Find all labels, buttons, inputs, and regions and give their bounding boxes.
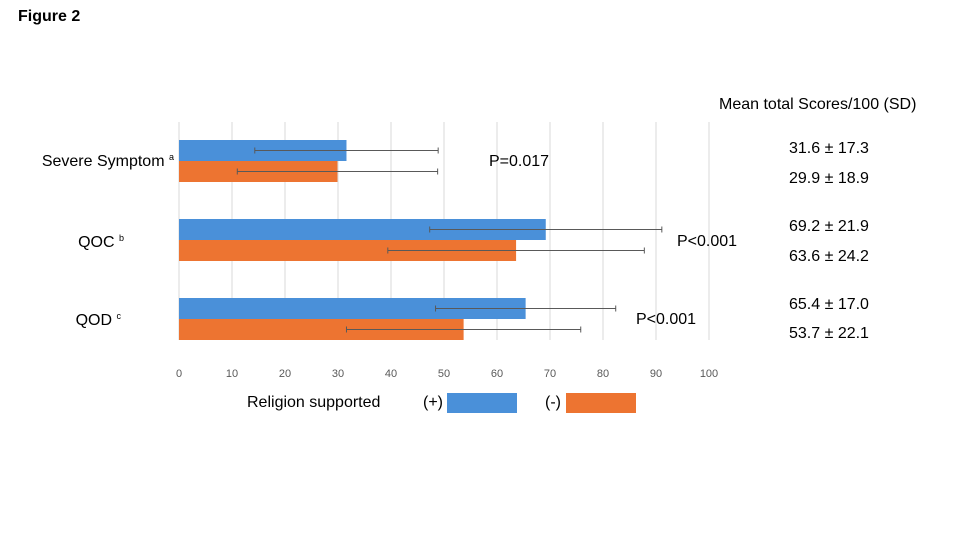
bar-positive (179, 219, 546, 240)
legend-swatch-negative (566, 393, 636, 413)
category-label-qod: QOD c (76, 311, 121, 330)
stat-qod-positive: 65.4 ± 17.0 (789, 296, 869, 313)
category-label-severe-symptom: Severe Symptom a (42, 152, 174, 171)
stats-header: Mean total Scores/100 (SD) (719, 96, 917, 113)
stat-qoc-positive: 69.2 ± 21.9 (789, 218, 869, 235)
p-value-qod: P<0.001 (636, 311, 697, 328)
category-superscript: a (168, 152, 174, 162)
x-tick-label: 70 (544, 368, 556, 380)
p-value-qoc: P<0.001 (677, 233, 738, 250)
stat-qoc-negative: 63.6 ± 24.2 (789, 248, 869, 265)
legend-label-positive: (+) (423, 394, 443, 411)
x-tick-label: 20 (279, 368, 291, 380)
x-tick-label: 30 (332, 368, 344, 380)
x-tick-label: 100 (700, 368, 718, 380)
bar-positive (179, 298, 526, 319)
x-tick-label: 60 (491, 368, 503, 380)
x-tick-label: 40 (385, 368, 397, 380)
stat-severe-negative: 29.9 ± 18.9 (789, 170, 869, 187)
bar-negative (179, 240, 517, 261)
p-value-severe-symptom: P=0.017 (489, 153, 550, 170)
legend-title: Religion supported (247, 394, 381, 411)
legend-swatch-positive (447, 393, 517, 413)
x-tick-label: 90 (650, 368, 662, 380)
figure-label: Figure 2 (18, 8, 81, 25)
category-superscript: c (116, 311, 122, 321)
x-tick-label: 80 (597, 368, 609, 380)
stat-qod-negative: 53.7 ± 22.1 (789, 325, 869, 342)
category-superscript: b (118, 233, 124, 243)
legend-label-negative: (-) (545, 394, 561, 411)
x-tick-label: 0 (176, 368, 182, 380)
category-label-qoc: QOC b (78, 233, 124, 252)
x-tick-label: 50 (438, 368, 450, 380)
x-tick-label: 10 (226, 368, 238, 380)
category-label-text: QOD (75, 312, 113, 329)
category-label-text: Severe Symptom (41, 153, 165, 170)
stat-severe-positive: 31.6 ± 17.3 (789, 140, 869, 157)
bar-negative (179, 319, 464, 340)
category-label-text: QOC (78, 234, 115, 251)
